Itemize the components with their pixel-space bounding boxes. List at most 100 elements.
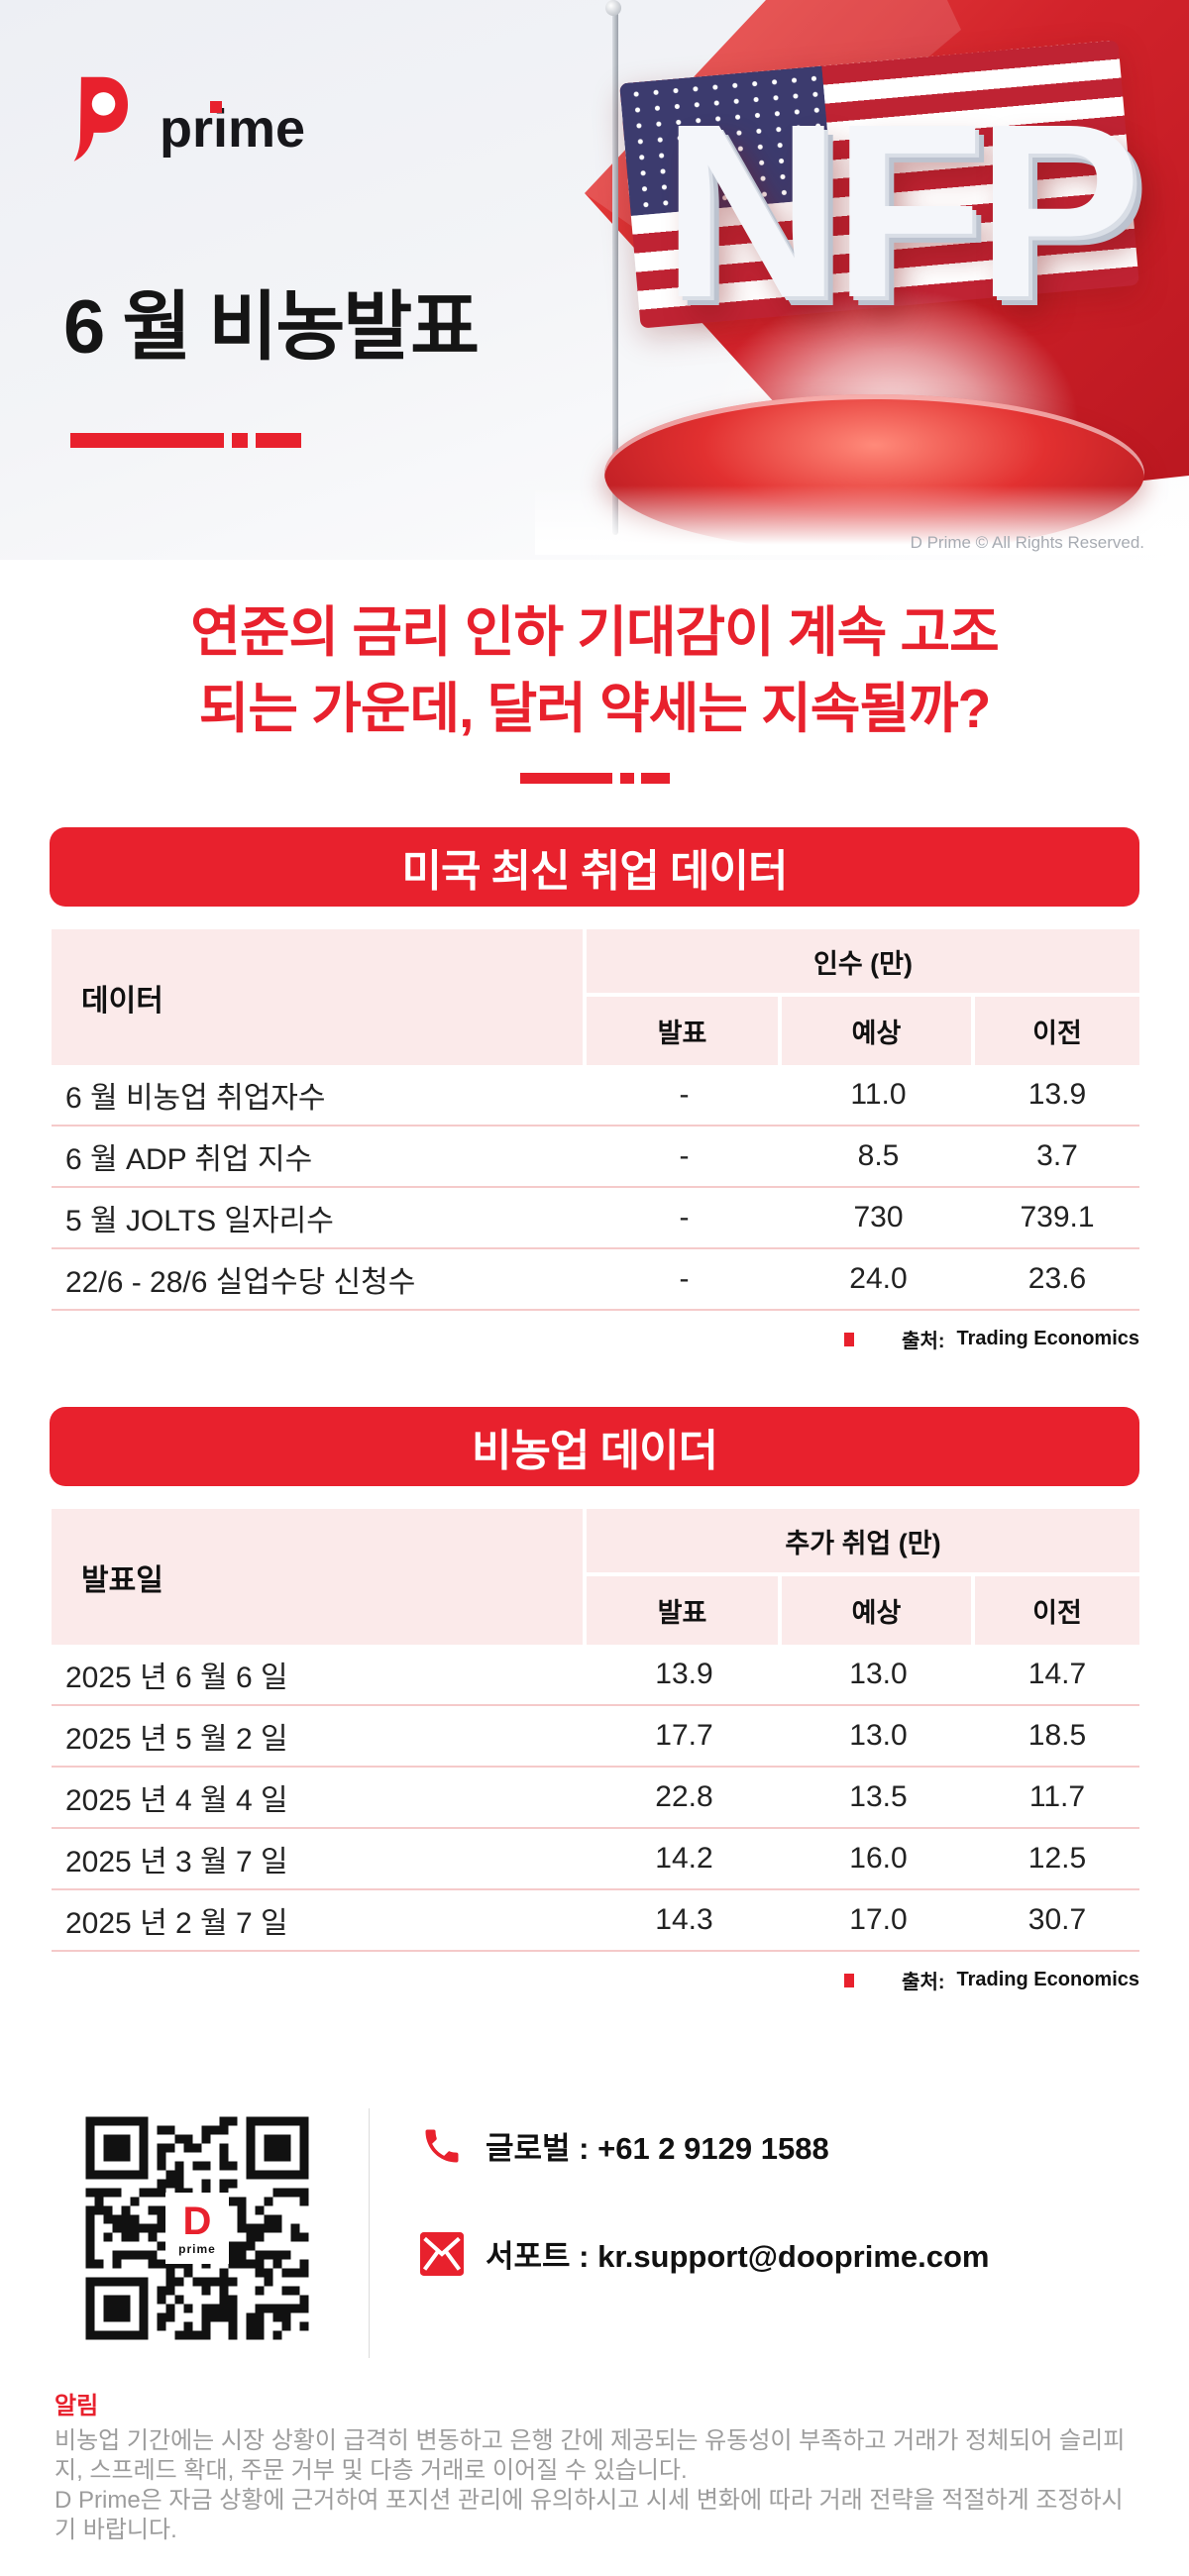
- table1-col-announced: 발표: [587, 997, 778, 1065]
- title-underline: [70, 433, 301, 448]
- row-label: 6 월 비농업 취업자수: [65, 1082, 326, 1115]
- row-announced: -: [679, 1262, 690, 1295]
- notice-paragraph-2: D Prime은 자금 상황에 근거하여 포지션 관리에 유의하시고 시세 변화…: [54, 2487, 1124, 2543]
- notice-paragraph-1: 비농업 기간에는 시장 상황이 급격히 변동하고 은행 간에 제공되는 유동성이…: [54, 2427, 1126, 2484]
- table2-col-expected: 예상: [782, 1576, 971, 1645]
- row-previous: 30.7: [1027, 1903, 1087, 1936]
- table1-header-left: 데이터: [52, 929, 583, 1065]
- row-label: 2025 년 2 월 7 일: [65, 1907, 288, 1940]
- section-us-employment-data: 미국 최신 취업 데이터 데이터 인수 (만) 발표 예상 이전 6 월 비농업…: [0, 827, 1189, 1353]
- hero-section: NFP prime 6 월 비농발표 D Prime © All Rights …: [0, 0, 1189, 560]
- row-announced: 22.8: [655, 1780, 713, 1813]
- qr-center-logo: D prime: [165, 2193, 229, 2264]
- table2-col-previous: 이전: [975, 1576, 1139, 1645]
- row-previous: 11.7: [1028, 1780, 1086, 1813]
- row-expected: 24.0: [849, 1262, 908, 1295]
- table2-source: 출처: Trading Economics: [52, 1966, 1139, 1994]
- dprime-logo: prime: [70, 74, 305, 169]
- row-previous: 23.6: [1027, 1262, 1087, 1295]
- copyright-text: D Prime © All Rights Reserved.: [910, 533, 1144, 552]
- table1-header: 데이터 인수 (만) 발표 예상 이전: [52, 929, 1139, 1065]
- table-row: 5 월 JOLTS 일자리수 - 730 739.1: [52, 1188, 1139, 1249]
- table1-body: 6 월 비농업 취업자수 - 11.0 13.9 6 월 ADP 취업 지수 -…: [52, 1065, 1139, 1311]
- section1-banner: 미국 최신 취업 데이터: [50, 827, 1139, 907]
- source-bullet: [844, 1973, 855, 1987]
- source-label: 출처:: [902, 1972, 945, 1993]
- dprime-logo-mark: [73, 76, 128, 161]
- email-contact: 서포트 : kr.support@dooprime.com: [420, 2231, 990, 2276]
- row-expected: 17.0: [849, 1903, 908, 1936]
- phone-number-text: 글로벌 : +61 2 9129 1588: [486, 2131, 829, 2166]
- table2-body: 2025 년 6 월 6 일 13.9 13.0 14.7 2025 년 5 월…: [52, 1645, 1139, 1952]
- row-expected: 730: [853, 1201, 904, 1234]
- email-icon: [420, 2231, 464, 2276]
- flag-pole-finial: [605, 0, 621, 16]
- row-announced: -: [679, 1201, 690, 1234]
- row-expected: 11.0: [850, 1078, 907, 1111]
- headline-block: 연준의 금리 인하 기대감이 계속 고조 되는 가운데, 달러 약세는 지속될까…: [0, 594, 1189, 784]
- dprime-logo-text: prime: [160, 98, 305, 160]
- row-previous: 14.7: [1027, 1658, 1087, 1690]
- row-expected: 16.0: [849, 1842, 908, 1875]
- table1-col-previous: 이전: [975, 997, 1139, 1065]
- table1-col-expected: 예상: [782, 997, 971, 1065]
- contact-divider: [369, 2108, 370, 2358]
- table-row: 2025 년 5 월 2 일 17.7 13.0 18.5: [52, 1706, 1139, 1768]
- logo-i-dot: [210, 101, 222, 113]
- source-bullet: [844, 1332, 855, 1346]
- row-announced: -: [679, 1139, 690, 1172]
- row-previous: 13.9: [1027, 1078, 1087, 1111]
- table-row: 6 월 ADP 취업 지수 - 8.5 3.7: [52, 1127, 1139, 1188]
- source-value: Trading Economics: [956, 1969, 1139, 1990]
- phone-contact: 글로벌 : +61 2 9129 1588: [420, 2123, 829, 2168]
- table2-col-announced: 발표: [587, 1576, 778, 1645]
- row-announced: 13.9: [655, 1658, 713, 1690]
- qr-dprime-text: prime: [178, 2241, 216, 2256]
- table1-source: 출처: Trading Economics: [52, 1325, 1139, 1353]
- headline-text: 연준의 금리 인하 기대감이 계속 고조 되는 가운데, 달러 약세는 지속될까…: [0, 594, 1189, 747]
- row-label: 6 월 ADP 취업 지수: [65, 1143, 313, 1176]
- logo-word-label: prime: [160, 99, 306, 159]
- source-value: Trading Economics: [956, 1328, 1139, 1349]
- row-previous: 12.5: [1027, 1842, 1087, 1875]
- hero-graphic: NFP: [535, 0, 1189, 555]
- row-previous: 3.7: [1036, 1139, 1078, 1172]
- section2-banner: 비농업 데이더: [50, 1407, 1139, 1486]
- source-label: 출처:: [902, 1331, 945, 1352]
- page-title: 6 월 비농발표: [63, 285, 480, 370]
- headline-line1: 연준의 금리 인하 기대감이 계속 고조: [190, 601, 999, 663]
- row-previous: 739.1: [1020, 1201, 1095, 1234]
- row-label: 5 월 JOLTS 일자리수: [65, 1205, 334, 1237]
- table2-header: 발표일 추가 취업 (만) 발표 예상 이전: [52, 1509, 1139, 1645]
- table-row: 22/6 - 28/6 실업수당 신청수 - 24.0 23.6: [52, 1249, 1139, 1311]
- table2-group-header: 추가 취업 (만): [587, 1509, 1139, 1572]
- row-label: 2025 년 6 월 6 일: [65, 1662, 288, 1694]
- table-row: 2025 년 3 월 7 일 14.2 16.0 12.5: [52, 1829, 1139, 1890]
- row-label: 22/6 - 28/6 실업수당 신청수: [65, 1266, 416, 1299]
- bottom-fade: [535, 485, 1189, 555]
- table2-header-left: 발표일: [52, 1509, 583, 1645]
- row-label: 2025 년 3 월 7 일: [65, 1846, 288, 1878]
- section-nonfarm-data: 비농업 데이더 발표일 추가 취업 (만) 발표 예상 이전 2025 년 6 …: [0, 1407, 1189, 1994]
- row-label: 2025 년 5 월 2 일: [65, 1723, 288, 1756]
- disclaimer-block: 알림 비농업 기간에는 시장 상황이 급격히 변동하고 은행 간에 제공되는 유…: [54, 2386, 1135, 2545]
- row-expected: 13.5: [849, 1780, 908, 1813]
- qr-dprime-mark: D: [182, 2199, 212, 2243]
- table-row: 2025 년 6 월 6 일 13.9 13.0 14.7: [52, 1645, 1139, 1706]
- nfp-3d-text: NFP: [662, 72, 1141, 349]
- row-announced: 14.3: [655, 1903, 713, 1936]
- table-row: 2025 년 2 월 7 일 14.3 17.0 30.7: [52, 1890, 1139, 1952]
- headline-line2: 되는 가운데, 달러 약세는 지속될까?: [198, 678, 991, 739]
- table1-group-header: 인수 (만): [587, 929, 1139, 993]
- table-row: 2025 년 4 월 4 일 22.8 13.5 11.7: [52, 1768, 1139, 1829]
- row-announced: 14.2: [655, 1842, 713, 1875]
- table-row: 6 월 비농업 취업자수 - 11.0 13.9: [52, 1065, 1139, 1127]
- phone-icon: [425, 2129, 459, 2162]
- qr-code: D prime: [84, 2115, 310, 2341]
- flag-pole: [612, 10, 618, 535]
- row-label: 2025 년 4 월 4 일: [65, 1784, 288, 1817]
- row-announced: 17.7: [655, 1719, 713, 1752]
- row-expected: 13.0: [849, 1658, 908, 1690]
- headline-divider: [0, 773, 1189, 784]
